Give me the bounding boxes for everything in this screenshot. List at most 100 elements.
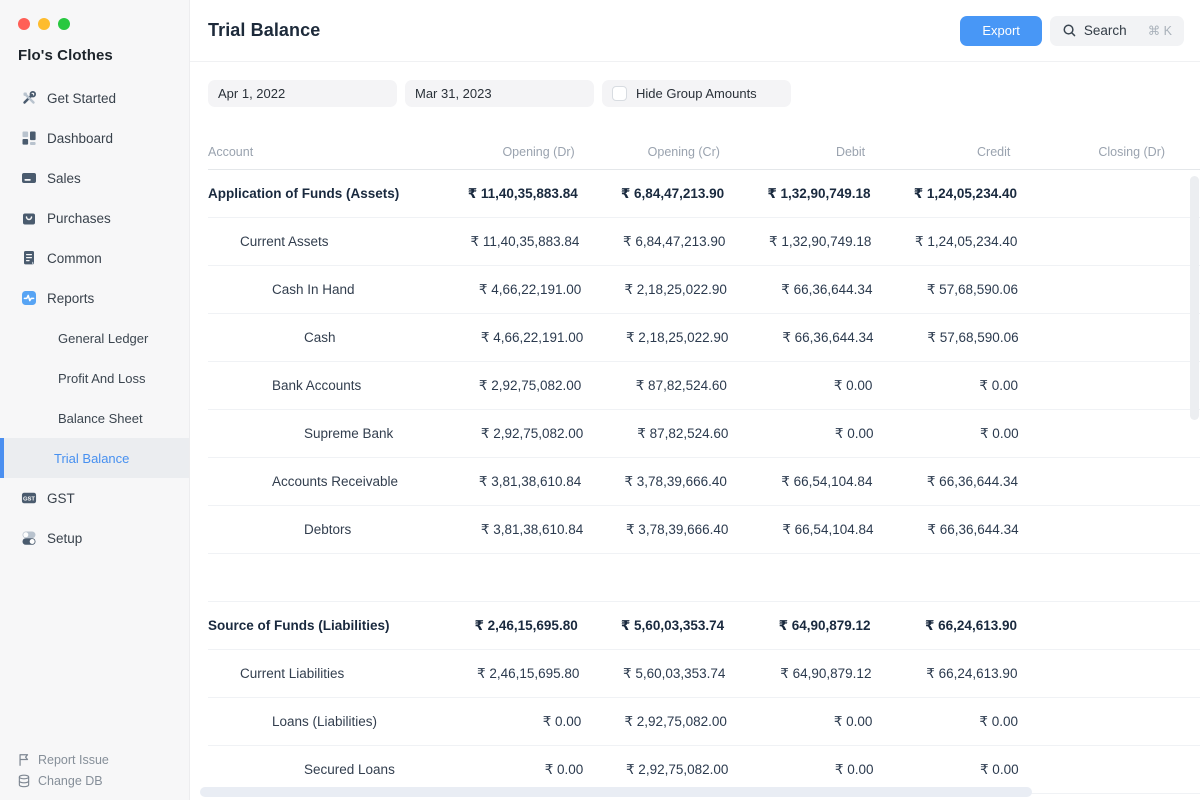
amount-cell: ₹ 1,32,90,749.18 [769,233,872,249]
window-minimize-button[interactable] [38,18,50,30]
amount-cell: ₹ 11,40,35,883.84 [470,233,580,249]
page-header: Trial Balance Export Search ⌘ K [190,0,1200,62]
sidebar-item-label: Common [47,250,102,266]
sidebar-item-dashboard[interactable]: Dashboard [0,118,189,158]
hide-group-amounts-toggle[interactable]: Hide Group Amounts [602,80,791,107]
amount-cell: ₹ 3,81,38,610.84 [478,473,582,489]
amount-cell: ₹ 3,81,38,610.84 [480,521,584,537]
table-row: Cash In Hand ₹ 4,66,22,191.00 ₹ 2,18,25,02… [208,266,1200,314]
sidebar-item-label: Trial Balance [54,450,130,466]
page-title: Trial Balance [208,20,321,40]
account-name-cell: Source of Funds (Liabilities) [208,618,390,633]
amount-cell: ₹ 6,84,47,213.90 [623,233,726,249]
header-actions: Export Search ⌘ K [960,15,1184,46]
horizontal-scrollbar[interactable] [200,787,1032,797]
sidebar-item-setup[interactable]: Setup [0,518,189,558]
footer-item-label: Change DB [38,774,103,788]
change-db-button[interactable]: Change DB [17,774,109,788]
account-name-cell: Cash In Hand [272,282,355,297]
sidebar-item-label: Profit And Loss [58,370,146,386]
sidebar-item-reports[interactable]: Reports [0,278,189,318]
svg-text:GST: GST [23,496,35,502]
account-name-cell: Debtors [304,522,352,537]
amount-cell: ₹ 2,92,75,082.00 [625,761,729,777]
amount-cell: ₹ 0.00 [979,713,1019,729]
amount-cell: ₹ 2,46,15,695.80 [477,665,580,681]
amount-cell: ₹ 2,92,75,082.00 [480,425,584,441]
amount-cell: ₹ 87,82,524.60 [635,377,727,393]
sidebar-item-purchases[interactable]: Purchases [0,198,189,238]
sidebar-item-label: Get Started [47,90,117,106]
amount-cell: ₹ 0.00 [833,377,873,393]
sidebar-item-trial-balance[interactable]: Trial Balance [0,438,189,478]
window-close-button[interactable] [18,18,30,30]
amount-cell: ₹ 57,68,590.06 [926,281,1019,297]
vertical-scrollbar[interactable] [1190,176,1199,420]
table-body: Application of Funds (Assets) ₹ 11,40,35,… [208,170,1200,794]
sidebar-item-gst[interactable]: GST GST [0,478,189,518]
from-date-field[interactable]: Apr 1, 2022 [208,80,397,107]
window-zoom-button[interactable] [58,18,70,30]
get-started-icon [21,90,37,106]
amount-cell: ₹ 64,90,879.12 [780,665,872,681]
search-label: Search [1083,23,1127,38]
amount-cell: ₹ 0.00 [542,713,582,729]
report-issue-button[interactable]: Report Issue [17,753,109,767]
sidebar-item-label: Sales [47,170,81,186]
table-row: Accounts Receivable ₹ 3,81,38,610.84 ₹ 3,7… [208,458,1200,506]
search-button[interactable]: Search ⌘ K [1049,15,1184,46]
sidebar-item-get-started[interactable]: Get Started [0,78,189,118]
amount-cell: ₹ 66,54,104.84 [781,473,873,489]
sidebar-item-general-ledger[interactable]: General Ledger [0,318,189,358]
account-name-cell: Application of Funds (Assets) [208,186,400,201]
common-icon [21,250,37,266]
amount-cell: ₹ 0.00 [833,713,873,729]
amount-cell: ₹ 4,66,22,191.00 [480,329,584,345]
amount-cell: ₹ 0.00 [834,425,874,441]
amount-cell: ₹ 2,46,15,695.80 [474,617,578,633]
hide-group-amounts-checkbox[interactable] [612,86,627,101]
search-icon [1062,23,1077,38]
sidebar-nav: Get Started Dashboard Sales Purchases Common… [0,78,189,558]
table-row: Bank Accounts ₹ 2,92,75,082.00 ₹ 87,82,524… [208,362,1200,410]
account-name-cell: Supreme Bank [304,426,394,441]
reports-icon [21,290,37,306]
amount-cell: ₹ 66,24,613.90 [925,617,1017,633]
amount-cell: ₹ 66,54,104.84 [782,521,874,537]
sidebar-footer: Report Issue Change DB [17,753,109,788]
database-icon [17,774,31,788]
amount-cell: ₹ 2,92,75,082.00 [478,377,582,393]
company-name: Flo's Clothes [18,47,113,64]
column-header-opening-dr: Opening (Dr) [502,144,575,159]
search-shortcut: ⌘ K [1147,24,1172,38]
table-row: Loans (Liabilities) ₹ 0.00 ₹ 2,92,75,082.0… [208,698,1200,746]
amount-cell: ₹ 1,24,05,234.40 [913,185,1017,201]
sidebar-item-profit-and-loss[interactable]: Profit And Loss [0,358,189,398]
amount-cell: ₹ 0.00 [979,761,1019,777]
sidebar-item-label: Setup [47,530,83,546]
amount-cell: ₹ 3,78,39,666.40 [625,521,729,537]
amount-cell: ₹ 2,18,25,022.90 [624,281,727,297]
amount-cell: ₹ 57,68,590.06 [927,329,1019,345]
sidebar-item-label: Reports [47,290,95,306]
account-name-cell: Accounts Receivable [272,474,399,489]
sidebar-item-label: Balance Sheet [58,410,143,426]
table-row: Supreme Bank ₹ 2,92,75,082.00 ₹ 87,82,524.… [208,410,1200,458]
window-controls [0,0,189,30]
sidebar-item-common[interactable]: Common [0,238,189,278]
amount-cell: ₹ 87,82,524.60 [637,425,729,441]
account-name-cell: Cash [304,330,336,345]
amount-cell: ₹ 0.00 [834,761,874,777]
table-row: Cash ₹ 4,66,22,191.00 ₹ 2,18,25,022.90 ₹ 66… [208,314,1200,362]
amount-cell: ₹ 1,24,05,234.40 [915,233,1018,249]
account-name-cell: Current Liabilities [240,666,345,681]
main-content: Trial Balance Export Search ⌘ K Apr 1, 2… [190,0,1200,800]
sidebar-item-balance-sheet[interactable]: Balance Sheet [0,398,189,438]
table-row: Current Liabilities ₹ 2,46,15,695.80 ₹ 5,6… [208,650,1200,698]
table-row: Debtors ₹ 3,81,38,610.84 ₹ 3,78,39,666.40 ₹… [208,506,1200,554]
export-button[interactable]: Export [960,15,1042,46]
sidebar-item-sales[interactable]: Sales [0,158,189,198]
to-date-field[interactable]: Mar 31, 2023 [405,80,594,107]
table-row: Current Assets ₹ 11,40,35,883.84 ₹ 6,84,47… [208,218,1200,266]
amount-cell: ₹ 1,32,90,749.18 [767,185,871,201]
